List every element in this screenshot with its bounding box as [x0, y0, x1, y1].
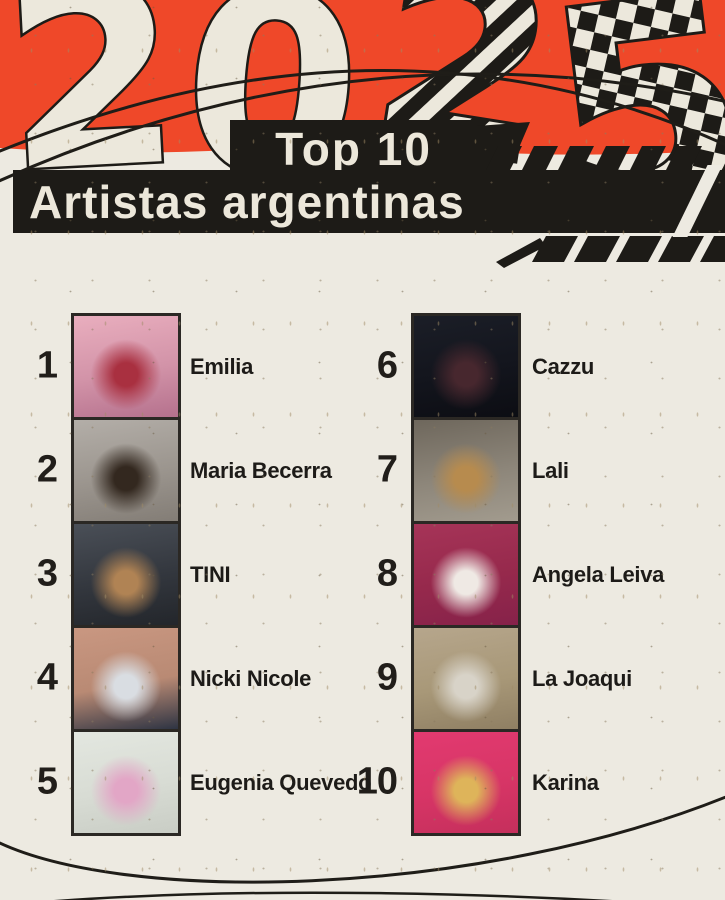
- artist-name: Lali: [532, 457, 569, 483]
- artist-photo: [74, 732, 178, 833]
- artist-name: Eugenia Quevedo: [190, 769, 372, 795]
- artist-photo: [74, 524, 178, 628]
- artist-photo: [414, 420, 518, 524]
- rank-number: 1: [36, 344, 58, 387]
- artist-name: Maria Becerra: [190, 457, 332, 483]
- artist-name: Angela Leiva: [532, 561, 665, 587]
- rank-number: 6: [376, 344, 398, 387]
- artist-name: Cazzu: [532, 353, 595, 379]
- artist-photo: [414, 524, 518, 628]
- orbit-arcs: [0, 68, 725, 900]
- artist-name: Emilia: [190, 353, 254, 379]
- rank-number: 4: [36, 656, 58, 699]
- artist-photo: [74, 420, 178, 524]
- artist-photo: [74, 628, 178, 732]
- artistas-title: Artistas argentinas: [29, 175, 465, 228]
- rank-number: 9: [376, 656, 398, 699]
- rank-number: 8: [376, 552, 398, 595]
- artist-name: La Joaqui: [532, 665, 632, 691]
- artist-photo: [74, 316, 178, 420]
- artist-photo: [414, 628, 518, 732]
- top10-banner: Top 10: [230, 120, 477, 178]
- artist-photo: [414, 316, 518, 420]
- rank-number: 10: [356, 760, 398, 803]
- year-digit-4: 5: [532, 0, 725, 281]
- artist-name: TINI: [190, 561, 231, 587]
- top10-title: Top 10: [275, 123, 432, 175]
- artist-name: Nicki Nicole: [190, 665, 312, 691]
- artist-name: Karina: [532, 769, 599, 795]
- rank-number: 3: [36, 552, 58, 595]
- rank-number: 7: [376, 448, 398, 491]
- photo-strip-right: [411, 313, 521, 836]
- artistas-banner: Artistas argentinas: [13, 170, 725, 233]
- artist-photo: [414, 732, 518, 833]
- hatch-marks: [477, 122, 725, 268]
- rank-number: 2: [36, 448, 58, 491]
- photo-strip-left: [71, 313, 181, 836]
- rank-number: 5: [36, 760, 58, 803]
